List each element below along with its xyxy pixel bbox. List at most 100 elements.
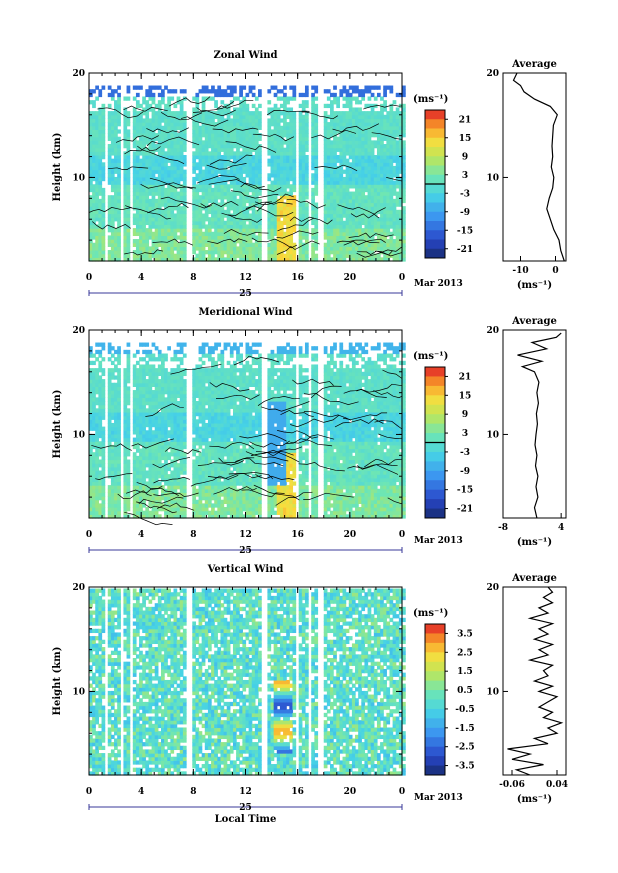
heatmap-cell bbox=[160, 257, 165, 262]
heatmap-cell bbox=[117, 111, 121, 116]
heatmap-cell bbox=[220, 202, 225, 207]
heatmap-cell bbox=[248, 154, 253, 160]
heatmap-cell bbox=[232, 122, 237, 127]
heatmap-cell bbox=[160, 187, 165, 193]
heatmap-cell bbox=[336, 100, 340, 105]
heatmap-cell bbox=[101, 437, 106, 442]
heatmap-cell bbox=[273, 206, 278, 211]
heatmap-cell bbox=[92, 147, 96, 152]
heatmap-cell bbox=[157, 162, 162, 167]
heatmap-cell bbox=[160, 360, 165, 366]
heatmap-cell bbox=[170, 147, 175, 152]
heatmap-cell bbox=[211, 253, 215, 258]
heatmap-cell bbox=[95, 209, 99, 215]
heatmap-cell bbox=[157, 100, 162, 105]
heatmap-cell bbox=[195, 173, 200, 178]
heatmap-cell bbox=[173, 162, 178, 167]
average-y-tick-label: 20 bbox=[486, 69, 499, 79]
heatmap-cell bbox=[204, 125, 209, 130]
heatmap-cell bbox=[330, 107, 334, 112]
heatmap-cell bbox=[267, 107, 272, 112]
heatmap-cell bbox=[292, 96, 297, 101]
heatmap-cell bbox=[195, 140, 200, 145]
heatmap-cell bbox=[402, 118, 406, 123]
heatmap-cell bbox=[173, 154, 178, 160]
heatmap-cell bbox=[392, 100, 397, 105]
heatmap-cell bbox=[92, 125, 96, 130]
heatmap-cell bbox=[92, 242, 96, 247]
heatmap-cell bbox=[258, 147, 262, 152]
heatmap-cell bbox=[167, 122, 171, 127]
heatmap-cell bbox=[192, 107, 197, 112]
heatmap-cell bbox=[201, 184, 206, 189]
heatmap-cell bbox=[117, 198, 121, 204]
heatmap-cell bbox=[195, 235, 200, 240]
heatmap-cell bbox=[89, 176, 93, 182]
heatmap-cell bbox=[292, 122, 297, 127]
heatmap-cell bbox=[173, 231, 178, 237]
heatmap-cell bbox=[270, 202, 275, 207]
heatmap-cell bbox=[217, 169, 222, 174]
heatmap-cell bbox=[248, 136, 253, 141]
heatmap-cell bbox=[204, 184, 209, 189]
heatmap-cell bbox=[273, 92, 278, 98]
heatmap-cell bbox=[151, 133, 156, 138]
heatmap-cell bbox=[248, 165, 253, 171]
heatmap-cell bbox=[204, 209, 209, 215]
heatmap-cell bbox=[214, 147, 218, 152]
heatmap-cell bbox=[101, 430, 106, 435]
heatmap-cell bbox=[164, 250, 168, 255]
heatmap-cell bbox=[98, 180, 103, 185]
heatmap-cell bbox=[223, 220, 228, 226]
heatmap-cell bbox=[173, 140, 178, 145]
heatmap-cell bbox=[229, 231, 234, 237]
heatmap-cell bbox=[192, 158, 197, 163]
heatmap-cell bbox=[95, 206, 99, 211]
heatmap-cell bbox=[239, 191, 243, 196]
heatmap-cell bbox=[126, 162, 131, 167]
heatmap-cell bbox=[114, 202, 118, 207]
heatmap-cell bbox=[179, 187, 184, 193]
heatmap-cell bbox=[236, 184, 240, 189]
heatmap-cell bbox=[292, 206, 297, 211]
heatmap-cell bbox=[289, 239, 294, 244]
heatmap-cell bbox=[236, 198, 240, 204]
heatmap-cell bbox=[110, 257, 115, 262]
heatmap-cell bbox=[276, 118, 281, 123]
heatmap-cell bbox=[148, 85, 153, 90]
heatmap-cell bbox=[232, 253, 237, 258]
heatmap-cell bbox=[220, 198, 225, 204]
heatmap-cell bbox=[89, 147, 93, 152]
heatmap-cell bbox=[276, 122, 281, 127]
heatmap-cell bbox=[145, 184, 150, 189]
heatmap-cell bbox=[135, 176, 140, 182]
heatmap-cell bbox=[182, 114, 187, 120]
heatmap-cell bbox=[142, 133, 146, 138]
heatmap-cell bbox=[361, 92, 366, 98]
heatmap-cell bbox=[182, 147, 187, 152]
heatmap-cell bbox=[95, 85, 99, 90]
heatmap-cell bbox=[236, 154, 240, 160]
heatmap-cell bbox=[276, 151, 281, 156]
heatmap-cell bbox=[251, 147, 256, 152]
heatmap-cell bbox=[145, 507, 150, 512]
heatmap-cell bbox=[226, 114, 231, 120]
heatmap-cell bbox=[217, 191, 222, 196]
heatmap-cell bbox=[132, 162, 137, 167]
heatmap-cell bbox=[110, 140, 115, 145]
heatmap-cell bbox=[245, 239, 250, 244]
heatmap-cell bbox=[217, 187, 222, 193]
heatmap-cell bbox=[245, 107, 250, 112]
heatmap-cell bbox=[89, 250, 93, 255]
heatmap-cell bbox=[251, 85, 256, 90]
heatmap-cell bbox=[160, 191, 165, 196]
heatmap-cell bbox=[151, 195, 156, 200]
heatmap-cell bbox=[223, 187, 228, 193]
heatmap-cell bbox=[160, 246, 165, 251]
heatmap-cell bbox=[258, 213, 262, 218]
heatmap-cell bbox=[217, 176, 222, 182]
heatmap-cell bbox=[254, 176, 259, 182]
heatmap-cell bbox=[123, 107, 128, 112]
heatmap-cell bbox=[211, 125, 215, 130]
heatmap-cell bbox=[201, 239, 206, 244]
